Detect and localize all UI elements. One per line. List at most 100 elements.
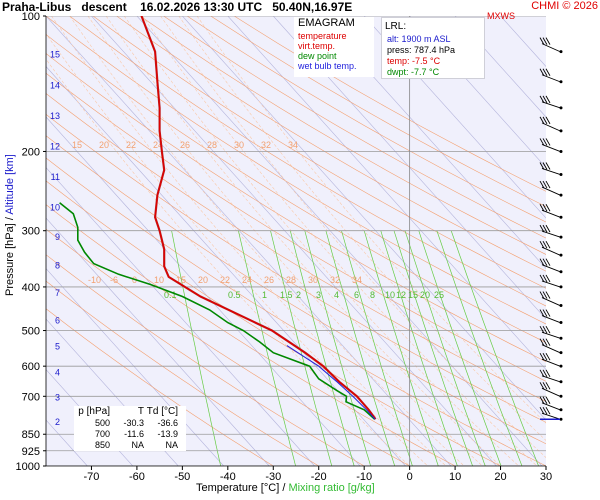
altitude-tick-label: 10 xyxy=(50,202,60,212)
wetbulb-line xyxy=(286,345,376,420)
x-tick-label: -30 xyxy=(265,471,281,483)
isotherm-line xyxy=(363,16,546,219)
wind-barb-flag xyxy=(545,274,551,283)
wind-barb-flag xyxy=(545,382,551,390)
mixing-ratio-label: 1.5 xyxy=(280,290,293,300)
y-tick-label: 400 xyxy=(22,282,40,294)
wind-barb-flag xyxy=(545,396,551,405)
wind-barb-shaft xyxy=(541,230,561,238)
wind-barb-flag xyxy=(542,224,548,233)
legend-virt-temp: virt.temp. xyxy=(298,41,336,51)
dry-adiabat-line xyxy=(46,72,546,382)
wind-barb-flag xyxy=(545,203,551,212)
dry-adiabat-label: 28 xyxy=(286,275,296,285)
table-row: 850 NA NA xyxy=(74,440,186,451)
table-cell: NA xyxy=(131,440,144,450)
moist-adiabat-line xyxy=(142,16,538,466)
mixing-ratio-label: 2 xyxy=(296,290,301,300)
table-row: 500 -30.3 -36.6 xyxy=(74,418,186,429)
wind-column xyxy=(548,16,600,466)
wind-barb-flag xyxy=(545,162,551,170)
datetime: 16.02.2026 13:30 UTC xyxy=(140,0,263,14)
mixing-ratio-line xyxy=(363,230,439,466)
wind-barb-flag xyxy=(545,352,551,361)
mixing-ratio-label: 25 xyxy=(434,290,444,300)
wind-barb-dot xyxy=(559,129,563,133)
dry-adiabat-label: 26 xyxy=(264,275,274,285)
table-header-t: T xyxy=(137,406,144,417)
dry-adiabat-label: 10 xyxy=(154,275,164,285)
dry-adiabat-line xyxy=(116,16,546,272)
altitude-tick-label: 5 xyxy=(55,342,60,352)
wind-barb-dot xyxy=(559,304,563,308)
wind-barb-shaft xyxy=(541,122,561,132)
table-cell: -36.6 xyxy=(157,418,178,428)
y-axis-label-pressure: Pressure [hPa] xyxy=(4,223,16,296)
y-tick-label: 600 xyxy=(22,361,40,373)
wind-barb-flag xyxy=(542,138,548,146)
table-cell: -13.9 xyxy=(157,429,178,439)
wind-barb-flag xyxy=(542,396,548,405)
y-tick-label: 925 xyxy=(22,446,40,458)
dry-adiabat-line xyxy=(46,53,546,362)
wind-barb-flag xyxy=(542,352,548,361)
wind-barb-flag xyxy=(545,369,551,378)
isotherm-line xyxy=(409,16,546,168)
dry-adiabat-label: 24 xyxy=(153,140,163,150)
wind-barb-flag xyxy=(539,396,545,405)
y-tick-label: 700 xyxy=(22,391,40,403)
wind-barb-flag xyxy=(539,291,545,299)
y-tick-label: 100 xyxy=(22,11,40,23)
wind-barb-flag xyxy=(539,406,545,415)
mixing-ratio-line xyxy=(450,230,539,466)
wind-barb-dot xyxy=(559,321,563,325)
wind-barb-flag xyxy=(539,240,545,249)
moist-adiabat-line xyxy=(123,16,519,466)
wind-barb-shaft xyxy=(541,315,561,323)
x-tick-label: 20 xyxy=(494,471,506,483)
copyright: CHMI © 2026 xyxy=(531,0,598,12)
x-tick-label: -40 xyxy=(220,471,236,483)
wind-barb-shaft xyxy=(541,246,561,256)
dry-adiabat-label: 20 xyxy=(198,275,208,285)
isotherm-line xyxy=(46,217,270,466)
wind-label: MXWS xyxy=(487,11,515,21)
isotherm-line xyxy=(46,167,315,466)
dry-adiabat-line xyxy=(163,16,546,239)
dry-adiabat-label: 30 xyxy=(308,275,318,285)
dry-adiabat-line xyxy=(92,16,546,289)
wind-barb-dot xyxy=(559,193,563,197)
dry-adiabat-line xyxy=(46,34,546,343)
moist-adiabat-line xyxy=(160,16,546,458)
dry-adiabat-label: -6 xyxy=(110,275,118,285)
wind-barb-shaft xyxy=(541,387,561,397)
altitude-tick-label: 15 xyxy=(50,49,60,59)
mixing-ratio-label: 1 xyxy=(262,290,267,300)
wind-barb-flag xyxy=(542,274,548,283)
lrl-box: LRL: alt: 1900 m ASL press: 787.4 hPa te… xyxy=(381,17,485,79)
legend-dew-point: dew point xyxy=(298,51,337,61)
wind-barb-flag xyxy=(542,180,548,189)
wind-barb-flag xyxy=(542,325,548,334)
isotherm-line xyxy=(182,16,546,421)
flight-mode: descent xyxy=(81,0,127,14)
altitude-tick-label: 9 xyxy=(55,232,60,242)
isotherm-line xyxy=(46,318,179,466)
mixing-ratio-label: 10 xyxy=(385,290,395,300)
mixing-ratio-label: 6 xyxy=(354,290,359,300)
lrl-press: press: 787.4 hPa xyxy=(387,45,456,55)
dry-adiabat-line xyxy=(139,16,546,255)
wind-barb-flag xyxy=(545,338,551,346)
wind-barb-shaft xyxy=(541,280,561,288)
x-tick-label: 30 xyxy=(540,471,552,483)
table-header-td: Td [°C] xyxy=(146,406,178,417)
wind-barb-flag xyxy=(539,352,545,361)
mixing-ratio-label: 15 xyxy=(408,290,418,300)
mixing-ratio-label: 0.1 xyxy=(164,290,177,300)
wind-barb-dot xyxy=(559,351,563,355)
legend-temperature: temperature xyxy=(298,31,347,41)
mixing-ratio-label: 0.5 xyxy=(228,290,241,300)
moist-adiabat-line xyxy=(46,33,429,466)
mixing-ratio-line xyxy=(270,230,333,466)
mixing-ratio-line xyxy=(325,230,396,466)
